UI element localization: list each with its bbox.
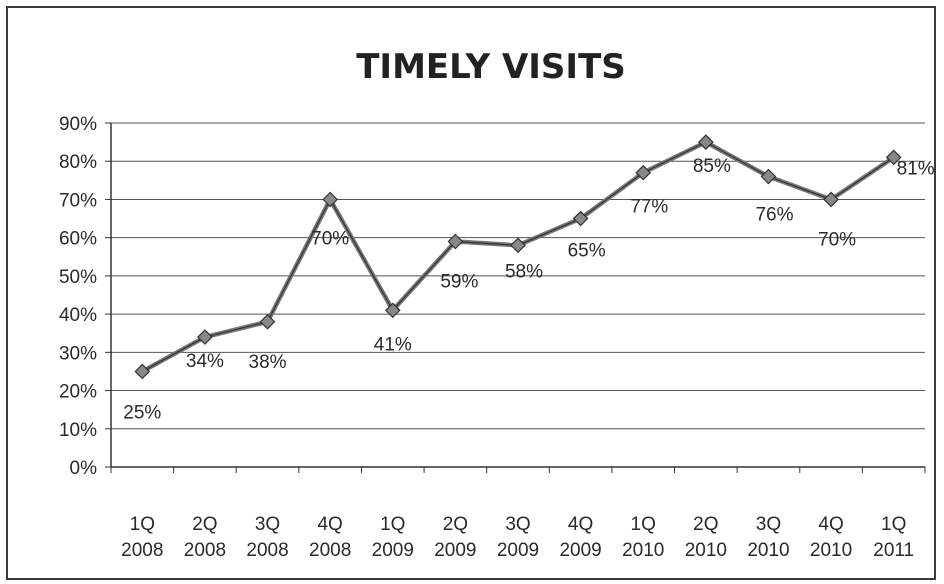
y-tick-label-8: 80% [59,152,97,173]
x-tick-label-10: 3Q 2010 [747,514,789,561]
y-tick-label-5: 50% [59,267,97,288]
x-tick-label-2: 3Q 2008 [246,514,288,561]
data-label-1: 34% [186,351,224,372]
y-axis-ticks: 0% 10% 20% 30% 40% 50% 60% 70% 80% 90% [59,114,111,479]
x-tick-label-0: 1Q 2008 [121,514,163,561]
data-point-1 [197,329,213,345]
series-line [134,134,902,380]
data-label-11: 70% [818,229,856,250]
y-tick-label-2: 20% [59,382,97,403]
data-label-5: 59% [440,271,478,292]
y-tick-label-6: 60% [59,229,97,250]
data-point-11 [823,191,839,208]
data-point-10 [760,168,777,185]
x-tick-label-12: 1Q 2011 [873,514,914,561]
y-tick-label-9: 90% [59,114,97,135]
axes [110,123,925,468]
series-line-edge [142,141,895,372]
x-tick-label-9: 2Q 2010 [685,514,727,561]
x-axis-ticks: 1Q 2008 2Q 2008 3Q 2008 4Q 2008 1Q 2009 2Q 2009 3Q 20… [110,467,926,561]
y-tick-label-4: 40% [59,305,97,326]
y-tick-label-1: 10% [59,420,97,441]
x-tick-label-1: 2Q 2008 [184,514,226,561]
data-labels: 25% 34% 38% 70% 41% 59% 58% 65% 77% 85% 76% 70% 81% [123,156,934,423]
data-point-7 [572,210,589,227]
y-tick-label-7: 70% [59,190,97,211]
x-tick-label-3: 4Q 2008 [309,514,351,561]
x-tick-label-11: 4Q 2010 [810,514,852,561]
data-point-2 [259,313,276,330]
data-label-12: 81% [897,158,934,179]
data-point-5 [447,233,464,250]
data-point-3 [322,191,339,208]
x-tick-label-8: 1Q 2010 [622,514,664,561]
data-point-6 [510,237,526,254]
series-line-path [141,139,895,374]
data-label-7: 65% [568,241,606,262]
x-tick-label-6: 3Q 2009 [497,514,539,561]
data-label-6: 58% [505,261,543,282]
timely-visits-chart: TIMELY VISITS 0% 10% 20% 30% 40% 50% 60% 70% 80%… [59,47,934,561]
data-label-2: 38% [249,352,287,373]
x-tick-label-7: 4Q 2009 [559,514,601,561]
chart-frame: TIMELY VISITS 0% 10% 20% 30% 40% 50% 60% 70% 80%… [6,6,936,580]
data-label-3: 70% [311,228,349,249]
data-point-12 [885,149,902,166]
data-point-9 [697,134,714,150]
data-point-0 [134,363,151,380]
x-tick-label-5: 2Q 2009 [434,514,476,561]
x-tick-label-4: 1Q 2009 [372,514,414,561]
y-tick-label-3: 30% [59,343,97,364]
data-point-8 [635,164,652,181]
chart-title: TIMELY VISITS [356,47,626,87]
data-label-0: 25% [123,402,161,423]
data-label-8: 77% [630,197,668,218]
data-label-4: 41% [374,334,412,355]
y-tick-label-0: 0% [70,458,98,479]
data-point-4 [384,302,401,319]
data-label-9: 85% [693,156,731,177]
data-label-10: 76% [755,205,793,226]
